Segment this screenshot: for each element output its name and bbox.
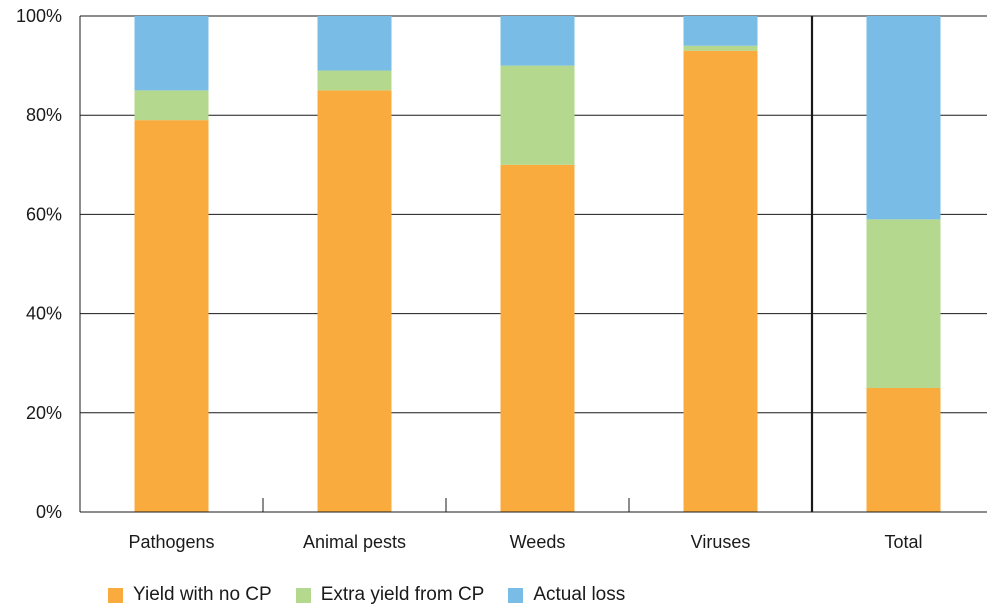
bar-segment	[683, 50, 758, 512]
x-tick-label: Weeds	[510, 532, 566, 552]
bar-segment	[866, 388, 941, 512]
bar-segment	[317, 70, 392, 91]
bar-segment	[866, 219, 941, 388]
legend-item-actual-loss: Actual loss	[508, 584, 625, 606]
legend-swatch-actual-loss	[508, 587, 524, 603]
legend-swatch-yield-no-cp	[108, 587, 123, 603]
bar-segment	[866, 16, 941, 220]
y-tick-label: 80%	[26, 105, 62, 125]
legend-label-actual-loss: Actual loss	[533, 584, 626, 605]
x-tick-label: Viruses	[691, 532, 751, 552]
bar-segment	[134, 120, 209, 512]
legend-item-extra-yield-cp: Extra yield from CP	[295, 584, 485, 606]
legend-swatch-extra-yield-cp	[295, 587, 311, 603]
bar-segment	[500, 164, 575, 513]
bar-segment	[683, 45, 758, 51]
legend-label-extra-yield-cp: Extra yield from CP	[320, 584, 485, 605]
bar-segment	[500, 65, 575, 165]
legend-label-yield-no-cp: Yield with no CP	[133, 584, 272, 605]
y-tick-label: 60%	[26, 204, 62, 224]
bars	[134, 16, 941, 513]
x-tick-labels: Pathogens Animal pests Weeds Viruses Total	[128, 532, 922, 552]
y-tick-label: 20%	[26, 403, 62, 423]
bar-segment	[500, 16, 575, 66]
bar-segment	[134, 16, 209, 91]
x-tick-label: Pathogens	[128, 532, 214, 552]
y-tick-label: 0%	[36, 502, 62, 522]
y-tick-labels: 0% 20% 40% 60% 80% 100%	[16, 6, 62, 522]
bar-segment	[683, 16, 758, 46]
y-tick-label: 40%	[26, 304, 62, 324]
bar-segment	[317, 16, 392, 71]
legend: Yield with no CP Extra yield from CP Act…	[108, 584, 649, 606]
x-tick-label: Total	[884, 532, 922, 552]
x-tick-label: Animal pests	[303, 532, 406, 552]
axes	[79, 16, 987, 513]
bar-segment	[134, 90, 209, 121]
y-tick-label: 100%	[16, 6, 62, 26]
legend-item-yield-no-cp: Yield with no CP	[108, 584, 272, 606]
bar-segment	[317, 90, 392, 513]
